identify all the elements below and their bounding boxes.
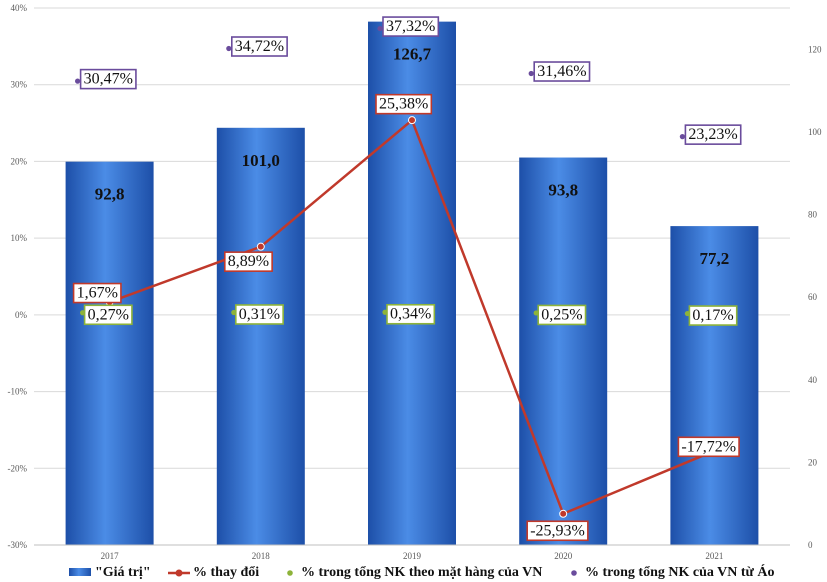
austria-share-label-text: 34,72%	[235, 38, 284, 55]
bar	[216, 127, 305, 546]
change-label: -17,72%	[677, 436, 740, 458]
x-tick-label: 2020	[554, 551, 573, 561]
item-share-label: 0,25%	[537, 304, 587, 326]
bar	[519, 157, 608, 545]
left-tick-label: 30%	[11, 80, 28, 90]
x-tick-label: 2018	[252, 551, 271, 561]
right-tick-label: 100	[808, 127, 822, 137]
item-share-label: 0,27%	[83, 304, 133, 326]
bar-value-label: 77,2	[700, 249, 730, 268]
legend-line-label: % thay đổi	[193, 565, 259, 580]
austria-share-label: 31,46%	[533, 61, 591, 82]
change-label: 1,67%	[72, 282, 122, 304]
change-label-box	[72, 282, 122, 304]
left-tick-label: 20%	[11, 156, 28, 166]
left-tick-label: -30%	[8, 540, 28, 550]
left-tick-label: -20%	[8, 463, 28, 473]
change-point	[408, 116, 416, 125]
austria-share-marker	[679, 134, 686, 140]
austria-share-label-text: 37,32%	[386, 18, 435, 35]
bar	[670, 226, 759, 545]
bar-value-label: 101,0	[242, 151, 280, 170]
item-share-label-text: 0,25%	[541, 306, 582, 323]
austria-share-marker	[528, 70, 534, 77]
item-share-label-box	[537, 304, 587, 326]
change-label-box	[375, 93, 433, 115]
left-tick-label: -10%	[8, 387, 28, 397]
left-tick-label: 40%	[11, 3, 28, 13]
legend-bar-label: "Giá trị"	[95, 565, 151, 580]
item-share-label-box	[688, 305, 738, 326]
change-label-text: -25,93%	[530, 522, 585, 539]
left-tick-label: 10%	[11, 233, 28, 243]
bar-value-label: 92,8	[95, 185, 125, 204]
bar-value-label: 93,8	[548, 181, 578, 200]
austria-share-label: 23,23%	[684, 124, 742, 145]
austria-share-marker	[377, 25, 383, 32]
item-share-label-box	[235, 304, 284, 325]
item-share-label-text: 0,27%	[88, 306, 129, 323]
legend-purple-marker	[571, 570, 577, 576]
legend-line-marker	[175, 569, 183, 577]
austria-share-marker	[226, 45, 232, 52]
right-tick-label: 40	[808, 375, 818, 385]
change-label-text: 25,38%	[379, 96, 428, 113]
legend-bar-swatch	[69, 568, 91, 576]
right-tick-label: 60	[808, 292, 818, 302]
right-tick-label: 120	[808, 44, 822, 54]
austria-share-label-text: 31,46%	[537, 63, 586, 80]
legend-green-marker	[287, 570, 293, 576]
item-share-label-text: 0,34%	[390, 306, 431, 323]
change-label-text: 1,67%	[77, 285, 118, 302]
austria-share-label: 30,47%	[79, 68, 137, 90]
left-tick-label: 0%	[15, 310, 28, 320]
item-share-label-text: 0,17%	[692, 307, 733, 324]
austria-share-label-box	[231, 36, 288, 57]
x-tick-label: 2017	[101, 551, 120, 561]
legend-green-label: % trong tổng NK theo mặt hàng của VN	[301, 565, 542, 580]
austria-share-label-text: 23,23%	[688, 126, 737, 143]
change-label: 8,89%	[224, 251, 273, 272]
change-label-box	[526, 520, 589, 542]
change-label-text: 8,89%	[228, 253, 269, 270]
data-labels: 92,8 101,0 126,7 93,8 77,2 1,67% 8,89% 25,38% -2…	[72, 16, 742, 542]
right-tick-label: 80	[808, 210, 818, 220]
bar-series	[65, 21, 759, 546]
right-tick-label: 20	[808, 457, 818, 467]
bar	[65, 161, 154, 545]
item-share-label: 0,17%	[688, 305, 738, 326]
right-tick-label: 0	[808, 540, 813, 550]
change-label-box	[224, 251, 273, 272]
axes: -30% -20% -10% 0% 10% 20% 30% 40% 0 20 40 60 80 100 12…	[8, 3, 823, 561]
change-label-text: -17,72%	[681, 438, 736, 455]
item-share-label-box	[386, 303, 436, 325]
item-share-label: 0,31%	[235, 304, 284, 325]
change-point	[559, 509, 568, 518]
austria-share-marker	[75, 78, 81, 84]
austria-share-label-box	[79, 68, 137, 90]
x-tick-label: 2021	[705, 551, 723, 561]
item-share-label-box	[83, 304, 133, 326]
change-label: -25,93%	[526, 520, 589, 542]
change-point	[256, 242, 265, 251]
austria-share-label-box	[684, 124, 742, 145]
austria-share-label-box	[533, 61, 591, 82]
item-share-label: 0,34%	[386, 303, 436, 325]
change-label-box	[677, 436, 740, 458]
austria-share-label: 34,72%	[231, 36, 288, 57]
austria-share-label: 37,32%	[382, 16, 440, 37]
austria-share-label-text: 30,47%	[84, 71, 133, 88]
legend-purple-label: % trong tổng NK của VN từ Áo	[585, 563, 775, 580]
austria-share-label-box	[382, 16, 440, 37]
change-label: 25,38%	[375, 93, 433, 115]
x-tick-label: 2019	[403, 551, 422, 561]
item-share-label-text: 0,31%	[239, 306, 280, 323]
legend: "Giá trị" % thay đổi % trong tổng NK theo …	[69, 563, 775, 580]
bar-value-label: 126,7	[393, 45, 432, 64]
